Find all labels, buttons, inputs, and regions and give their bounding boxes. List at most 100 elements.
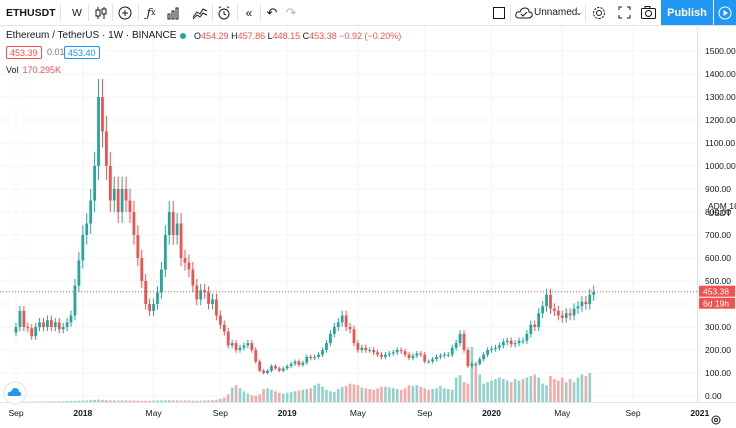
volume-bar	[93, 399, 96, 402]
publish-button[interactable]: Publish	[661, 0, 713, 25]
volume-bar	[293, 391, 297, 402]
candle-body	[26, 327, 30, 329]
candle-body	[588, 294, 592, 304]
chevron-down-icon[interactable]: ⌄	[575, 8, 583, 17]
volume-bar	[65, 401, 69, 402]
candle-body	[419, 353, 423, 355]
volume-bar	[376, 388, 379, 402]
volume-bar	[156, 400, 159, 402]
candle-body	[325, 343, 328, 350]
candle-body	[270, 366, 273, 371]
redo-icon[interactable]: ↷	[285, 4, 297, 20]
candle-body	[199, 290, 203, 300]
volume-bar	[109, 400, 112, 402]
chart-pane[interactable]: 1500.00 1400.00 1300.00 1200.00 1100.00 1000.…	[0, 26, 736, 428]
candle-body	[246, 343, 250, 346]
price-tick-label: 700.00	[705, 230, 731, 240]
candle-body	[454, 343, 458, 348]
candle-body	[427, 361, 431, 363]
interval-button[interactable]: W	[72, 6, 82, 19]
add-compare-icon[interactable]	[117, 0, 133, 25]
candle-body	[564, 313, 568, 318]
candle-body	[85, 223, 89, 235]
volume-bar	[77, 400, 81, 402]
symbol-legend-title[interactable]: Ethereum / TetherUS · 1W · BINANCE	[6, 30, 177, 41]
volume-bar	[85, 400, 89, 402]
candle-body	[541, 306, 545, 314]
toolbar-divider	[510, 4, 511, 21]
layout-name[interactable]: Unnamed	[534, 7, 578, 18]
candle-body	[218, 315, 222, 325]
candle-body	[466, 350, 470, 367]
volume-bar	[238, 388, 242, 402]
volume-bar	[521, 379, 525, 402]
ask-price-button[interactable]: 453.40	[64, 46, 100, 59]
volume-bar	[470, 347, 474, 402]
tradingview-logo-icon[interactable]	[3, 381, 27, 405]
time-axis[interactable]: Sep 2018 May Sep 2019 May Sep 2020 May Sep 2021	[8, 408, 709, 418]
candles-icon[interactable]	[94, 0, 108, 25]
volume-bar	[450, 389, 454, 402]
market-status-dot	[180, 33, 186, 39]
candle-body	[439, 355, 442, 357]
cloud-icon[interactable]	[515, 0, 533, 25]
volume-bar	[89, 400, 92, 402]
replay-icon[interactable]: «	[245, 5, 253, 20]
volume-bar	[525, 377, 529, 402]
candle-body	[384, 354, 387, 357]
open-key: O	[194, 31, 202, 41]
candle-body	[387, 353, 391, 355]
play-icon[interactable]	[713, 0, 736, 25]
candle-body	[470, 363, 474, 367]
volume-bar	[588, 372, 592, 402]
bid-price-button[interactable]: 453.39	[6, 46, 42, 59]
change-value: −0.92 (−0.20%)	[339, 31, 402, 41]
candle-body	[273, 366, 277, 369]
time-tick-label: 2019	[278, 408, 297, 418]
candle-body	[18, 310, 22, 327]
candle-body	[160, 269, 163, 293]
volume-bar	[226, 394, 230, 402]
layout-icon[interactable]	[492, 0, 506, 25]
candle-body	[576, 306, 580, 309]
templates-icon[interactable]	[192, 0, 208, 25]
candle-body	[399, 350, 403, 352]
financials-icon[interactable]	[166, 0, 182, 25]
close-value: 453.38	[309, 31, 337, 41]
candle-body	[352, 329, 356, 344]
alert-icon[interactable]	[216, 0, 232, 25]
candle-body	[230, 343, 234, 346]
volume-bar	[289, 392, 293, 402]
candle-body	[376, 352, 379, 355]
time-tick-label: 2018	[73, 408, 92, 418]
candle-body	[446, 354, 450, 356]
volume-bar	[234, 385, 238, 402]
candle-body	[442, 354, 446, 356]
candle-body	[580, 301, 584, 307]
candle-body	[46, 320, 49, 327]
candle-body	[431, 359, 434, 362]
candle-body	[77, 260, 81, 286]
volume-bar	[191, 400, 195, 402]
candle-body	[494, 347, 497, 349]
symbol-search-button[interactable]: ETHUSDT	[6, 6, 56, 19]
chart-settings-icon[interactable]	[711, 415, 721, 425]
candle-body	[368, 350, 372, 351]
time-tick-label: Sep	[213, 408, 228, 418]
screenshot-icon[interactable]	[640, 0, 656, 25]
fullscreen-icon[interactable]	[616, 0, 632, 25]
volume-bar	[222, 397, 226, 402]
volume-bar	[384, 386, 387, 402]
candle-body	[391, 352, 395, 354]
settings-icon[interactable]	[591, 0, 607, 25]
undo-icon[interactable]: ↶	[266, 4, 278, 20]
price-tick-label: 1300.00	[705, 92, 736, 102]
volume-bar	[132, 400, 136, 402]
volume-bar	[541, 383, 544, 402]
candle-body	[73, 285, 77, 316]
volume-legend[interactable]: Vol 170.295K	[6, 65, 61, 75]
candle-body	[458, 333, 462, 344]
candle-body	[116, 189, 120, 212]
